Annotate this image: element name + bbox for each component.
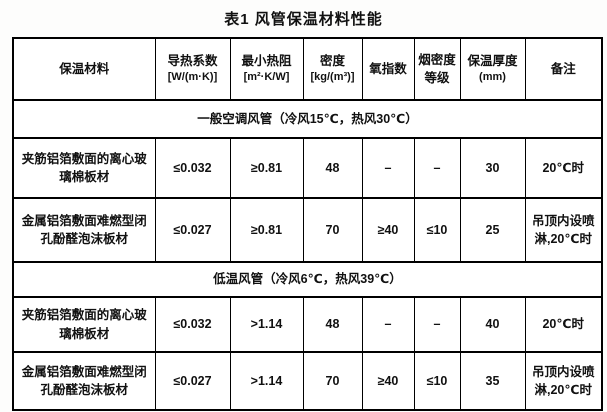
- cell-remarks: 吊顶内设喷淋,20℃时: [524, 351, 603, 411]
- section-label-low-temp-duct: 低温风管（冷风6℃，热风39℃）: [12, 261, 603, 298]
- cell-oxygen-index: –: [361, 137, 415, 199]
- section-row-general-ac-duct: 一般空调风管（冷风15℃，热风30℃）: [12, 99, 603, 139]
- cell-insulation-thickness: 25: [459, 197, 526, 263]
- cell-remarks: 20℃时: [524, 137, 603, 199]
- header-density-label: 密度: [319, 53, 345, 68]
- cell-thermal-conductivity: ≤0.027: [154, 197, 231, 263]
- insulation-table: 保温材料 导热系数 [W/(m·K)] 最小热阻 [m²·K/W] 密度 [kg…: [12, 37, 603, 411]
- header-remarks: 备注: [524, 37, 603, 101]
- header-insulation-thickness: 保温厚度 (mm): [459, 37, 526, 101]
- table-row: 夹筋铝箔敷面的离心玻璃棉板材 ≤0.032 >1.14 48 – – 40 20…: [12, 296, 603, 353]
- cell-material: 金属铝箔敷面难燃型闭孔酚醛泡沫板材: [12, 351, 156, 411]
- cell-smoke-density-grade: ≤10: [413, 197, 461, 263]
- header-thermal-conductivity-unit: [W/(m·K)]: [167, 71, 218, 84]
- cell-oxygen-index: ≥40: [361, 197, 415, 263]
- header-min-thermal-resistance-unit: [m²·K/W]: [243, 71, 290, 84]
- header-density: 密度 [kg/(m³)]: [302, 37, 363, 101]
- cell-thermal-conductivity: ≤0.032: [154, 296, 231, 353]
- header-insulation-thickness-label: 保温厚度: [467, 53, 518, 68]
- page-title: 表1 风管保温材料性能: [224, 11, 383, 28]
- table-row: 夹筋铝箔敷面的离心玻璃棉板材 ≤0.032 ≥0.81 48 – – 30 20…: [12, 137, 603, 199]
- cell-oxygen-index: ≥40: [361, 351, 415, 411]
- cell-min-thermal-resistance: >1.14: [229, 296, 304, 353]
- header-insulation-thickness-unit: (mm): [479, 71, 506, 84]
- cell-material: 夹筋铝箔敷面的离心玻璃棉板材: [12, 296, 156, 353]
- header-material-label: 保温材料: [59, 61, 110, 76]
- header-smoke-density-grade: 烟密度等级: [413, 37, 461, 101]
- cell-min-thermal-resistance: ≥0.81: [229, 137, 304, 199]
- cell-insulation-thickness: 35: [459, 351, 526, 411]
- header-remarks-label: 备注: [550, 61, 576, 76]
- cell-thermal-conductivity: ≤0.027: [154, 351, 231, 411]
- cell-remarks: 吊顶内设喷淋,20℃时: [524, 197, 603, 263]
- header-oxygen-index-label: 氧指数: [369, 61, 407, 76]
- cell-density: 70: [302, 351, 363, 411]
- header-density-unit: [kg/(m³)]: [310, 71, 355, 84]
- cell-remarks: 20℃时: [524, 296, 603, 353]
- header-oxygen-index: 氧指数: [361, 37, 415, 101]
- header-thermal-conductivity-label: 导热系数: [167, 53, 218, 68]
- cell-material: 夹筋铝箔敷面的离心玻璃棉板材: [12, 137, 156, 199]
- cell-smoke-density-grade: –: [413, 137, 461, 199]
- cell-thermal-conductivity: ≤0.032: [154, 137, 231, 199]
- table-row: 金属铝箔敷面难燃型闭孔酚醛泡沫板材 ≤0.027 >1.14 70 ≥40 ≤1…: [12, 351, 603, 411]
- section-label-general-ac-duct: 一般空调风管（冷风15℃，热风30℃）: [12, 99, 603, 139]
- cell-insulation-thickness: 30: [459, 137, 526, 199]
- cell-smoke-density-grade: –: [413, 296, 461, 353]
- header-smoke-density-grade-label: 烟密度等级: [418, 52, 456, 85]
- cell-density: 48: [302, 296, 363, 353]
- cell-min-thermal-resistance: >1.14: [229, 351, 304, 411]
- cell-material: 金属铝箔敷面难燃型闭孔酚醛泡沫板材: [12, 197, 156, 263]
- cell-oxygen-index: –: [361, 296, 415, 353]
- cell-smoke-density-grade: ≤10: [413, 351, 461, 411]
- table-row: 金属铝箔敷面难燃型闭孔酚醛泡沫板材 ≤0.027 ≥0.81 70 ≥40 ≤1…: [12, 197, 603, 263]
- header-thermal-conductivity: 导热系数 [W/(m·K)]: [154, 37, 231, 101]
- cell-density: 48: [302, 137, 363, 199]
- table-header-row: 保温材料 导热系数 [W/(m·K)] 最小热阻 [m²·K/W] 密度 [kg…: [12, 37, 603, 101]
- header-min-thermal-resistance-label: 最小热阻: [241, 53, 292, 68]
- section-row-low-temp-duct: 低温风管（冷风6℃，热风39℃）: [12, 261, 603, 298]
- cell-density: 70: [302, 197, 363, 263]
- header-material: 保温材料: [12, 37, 156, 101]
- header-min-thermal-resistance: 最小热阻 [m²·K/W]: [229, 37, 304, 101]
- cell-min-thermal-resistance: ≥0.81: [229, 197, 304, 263]
- cell-insulation-thickness: 40: [459, 296, 526, 353]
